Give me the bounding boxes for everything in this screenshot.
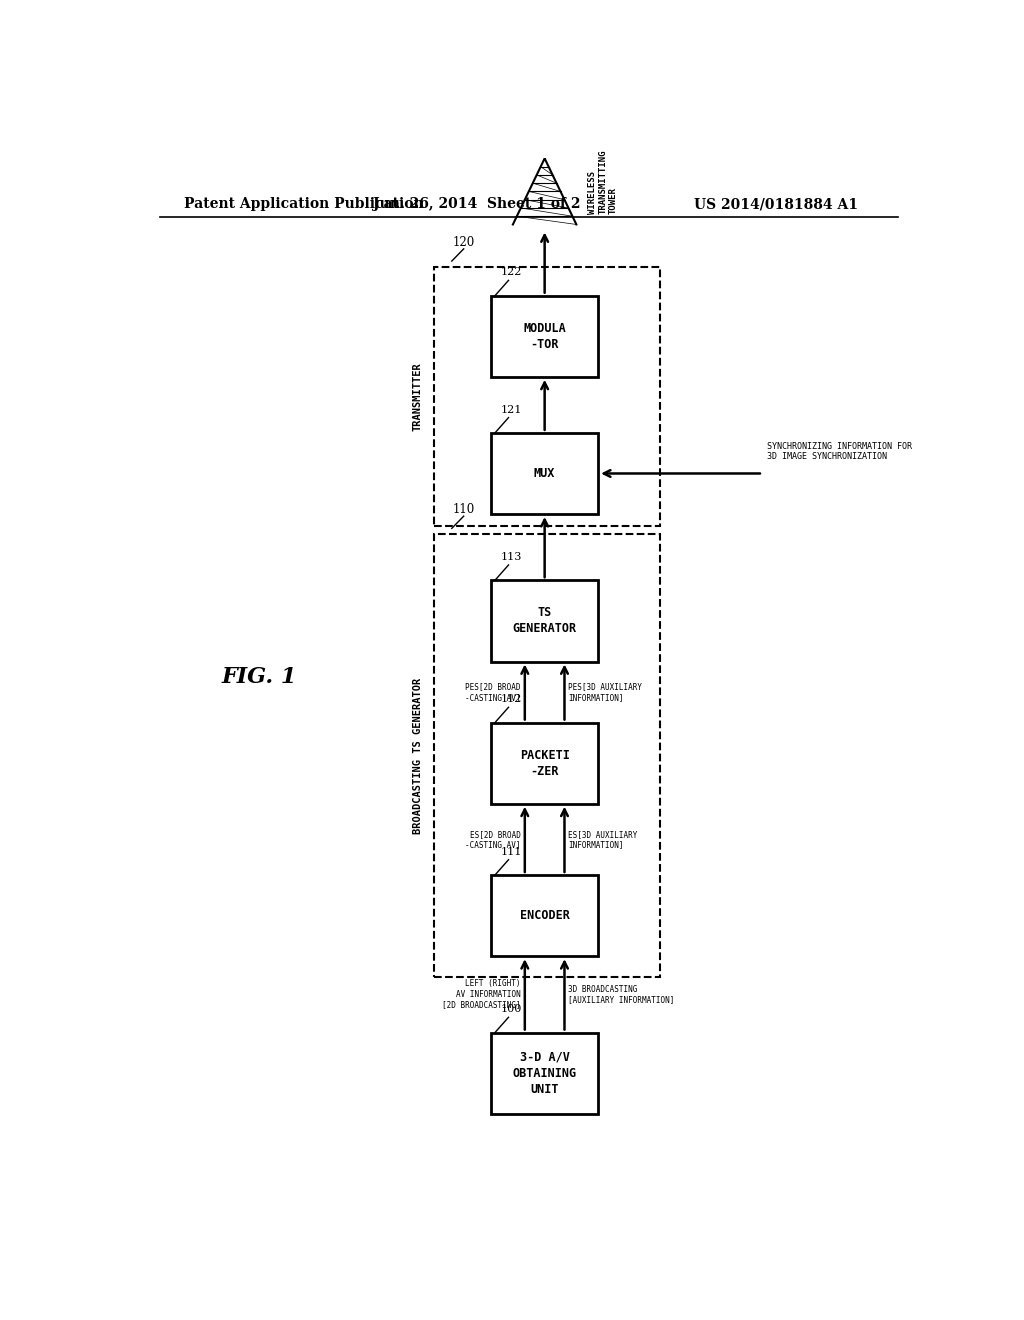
Text: 122: 122: [501, 268, 521, 277]
Bar: [492, 433, 598, 515]
Text: US 2014/0181884 A1: US 2014/0181884 A1: [694, 197, 858, 211]
Text: PES[2D BROAD
-CASTING AV]: PES[2D BROAD -CASTING AV]: [465, 682, 521, 702]
Text: LEFT (RIGHT)
AV INFORMATION
[2D BROADCASTING]: LEFT (RIGHT) AV INFORMATION [2D BROADCAS…: [442, 979, 521, 1010]
Bar: [433, 267, 659, 527]
Text: MODULA
-TOR: MODULA -TOR: [523, 322, 566, 351]
Text: PES[3D AUXILIARY
INFORMATION]: PES[3D AUXILIARY INFORMATION]: [568, 682, 642, 702]
Text: FIG. 1: FIG. 1: [221, 665, 297, 688]
Text: 120: 120: [453, 236, 475, 249]
Text: Jun. 26, 2014  Sheet 1 of 2: Jun. 26, 2014 Sheet 1 of 2: [374, 197, 581, 211]
Text: MUX: MUX: [534, 467, 555, 480]
Text: 100: 100: [501, 1005, 521, 1014]
Text: 3-D A/V
OBTAINING
UNIT: 3-D A/V OBTAINING UNIT: [513, 1051, 577, 1096]
Text: 111: 111: [501, 846, 521, 857]
Text: 121: 121: [501, 404, 521, 414]
Text: TRANSMITTER: TRANSMITTER: [413, 363, 423, 432]
Text: TS
GENERATOR: TS GENERATOR: [513, 606, 577, 635]
Text: PACKETI
-ZER: PACKETI -ZER: [520, 748, 569, 777]
Text: SYNCHRONIZING INFORMATION FOR
3D IMAGE SYNCHRONIZATION: SYNCHRONIZING INFORMATION FOR 3D IMAGE S…: [767, 442, 911, 461]
Text: 113: 113: [501, 552, 521, 562]
Text: ES[3D AUXILIARY
INFORMATION]: ES[3D AUXILIARY INFORMATION]: [568, 830, 638, 849]
Bar: [492, 581, 598, 661]
Bar: [492, 1032, 598, 1114]
Text: Patent Application Publication: Patent Application Publication: [183, 197, 423, 211]
Text: ES[2D BROAD
-CASTING AV]: ES[2D BROAD -CASTING AV]: [465, 830, 521, 849]
Text: 3D BROADCASTING
[AUXILIARY INFORMATION]: 3D BROADCASTING [AUXILIARY INFORMATION]: [568, 985, 675, 1005]
Bar: [433, 535, 659, 977]
Text: ENCODER: ENCODER: [520, 909, 569, 923]
Text: 112: 112: [501, 694, 521, 704]
Text: BROADCASTING TS GENERATOR: BROADCASTING TS GENERATOR: [413, 677, 423, 834]
Text: 110: 110: [453, 503, 475, 516]
Bar: [492, 296, 598, 378]
Bar: [492, 875, 598, 956]
Text: WIRELESS
TRANSMITTING
TOWER: WIRELESS TRANSMITTING TOWER: [588, 149, 618, 214]
Bar: [492, 722, 598, 804]
